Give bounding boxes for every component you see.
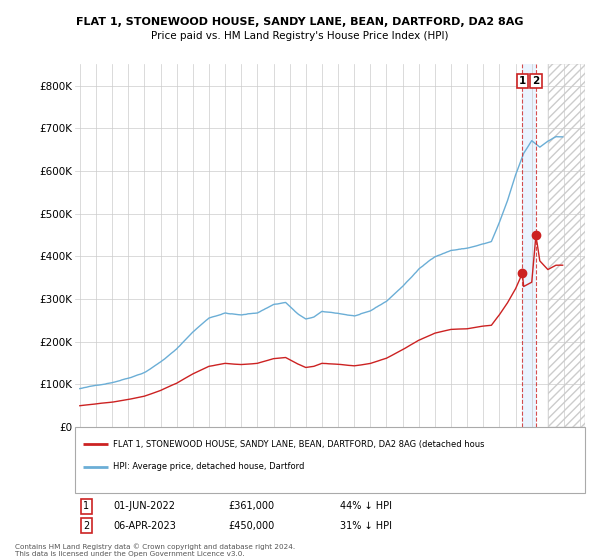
Text: 1: 1	[519, 76, 526, 86]
Bar	[523, 64, 536, 427]
Text: 06-APR-2023: 06-APR-2023	[113, 521, 176, 531]
Text: 31% ↓ HPI: 31% ↓ HPI	[340, 521, 392, 531]
Text: 2: 2	[83, 521, 89, 531]
Bar	[548, 64, 585, 427]
Text: £450,000: £450,000	[228, 521, 274, 531]
Text: £361,000: £361,000	[228, 501, 274, 511]
Text: 1: 1	[83, 501, 89, 511]
Text: 44% ↓ HPI: 44% ↓ HPI	[340, 501, 392, 511]
Text: Contains HM Land Registry data © Crown copyright and database right 2024.
This d: Contains HM Land Registry data © Crown c…	[15, 544, 295, 557]
Text: FLAT 1, STONEWOOD HOUSE, SANDY LANE, BEAN, DARTFORD, DA2 8AG (detached hous: FLAT 1, STONEWOOD HOUSE, SANDY LANE, BEA…	[113, 440, 485, 449]
Text: FLAT 1, STONEWOOD HOUSE, SANDY LANE, BEAN, DARTFORD, DA2 8AG: FLAT 1, STONEWOOD HOUSE, SANDY LANE, BEA…	[76, 17, 524, 27]
FancyBboxPatch shape	[75, 427, 585, 493]
Text: 2: 2	[532, 76, 539, 86]
Text: Price paid vs. HM Land Registry's House Price Index (HPI): Price paid vs. HM Land Registry's House …	[151, 31, 449, 41]
Text: HPI: Average price, detached house, Dartford: HPI: Average price, detached house, Dart…	[113, 462, 305, 471]
Text: 01-JUN-2022: 01-JUN-2022	[113, 501, 175, 511]
